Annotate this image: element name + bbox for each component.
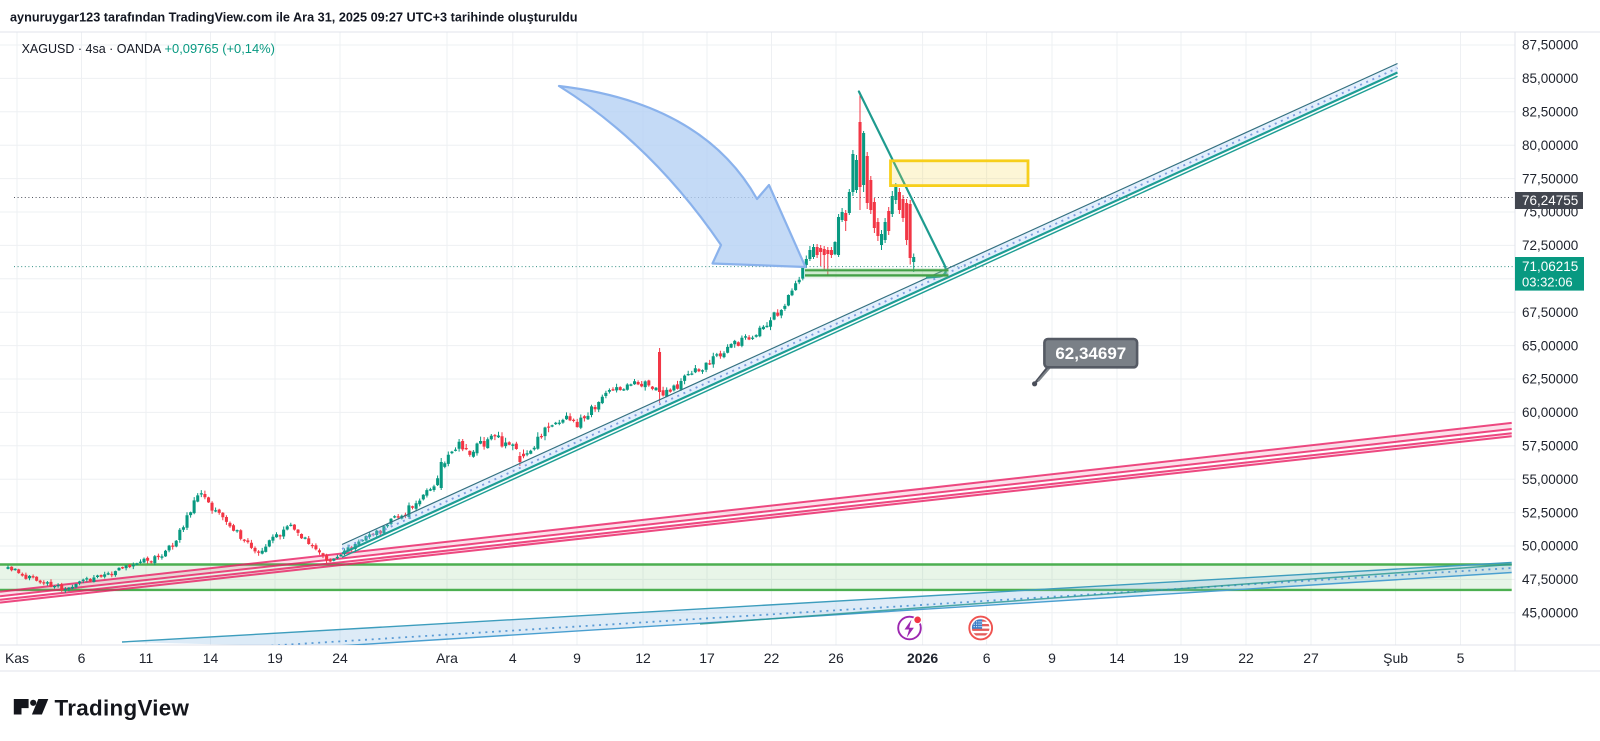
svg-text:62,34697: 62,34697 [1055,344,1126,363]
svg-text:55,00000: 55,00000 [1522,472,1578,487]
svg-text:26: 26 [828,650,844,666]
svg-text:9: 9 [1048,650,1056,666]
svg-text:14: 14 [203,650,219,666]
svg-text:72,50000: 72,50000 [1522,238,1578,253]
svg-text:03:32:06: 03:32:06 [1522,274,1573,289]
svg-text:aynuruygar123 tarafından Tradi: aynuruygar123 tarafından TradingView.com… [10,11,577,25]
svg-text:22: 22 [764,650,780,666]
svg-text:87,50000: 87,50000 [1522,38,1578,53]
svg-text:4: 4 [509,650,517,666]
svg-text:TradingView: TradingView [55,696,190,721]
svg-text:XAGUSD · 4sa · OANDA: XAGUSD · 4sa · OANDA [22,42,162,56]
svg-text:57,50000: 57,50000 [1522,439,1578,454]
svg-text:22: 22 [1238,650,1254,666]
svg-text:6: 6 [983,650,991,666]
svg-text:Ara: Ara [436,650,458,666]
svg-text:19: 19 [1173,650,1189,666]
svg-text:14: 14 [1109,650,1125,666]
svg-text:76,24755: 76,24755 [1522,193,1578,208]
svg-text:47,50000: 47,50000 [1522,572,1578,587]
svg-text:85,00000: 85,00000 [1522,71,1578,86]
svg-text:17: 17 [699,650,715,666]
svg-text:24: 24 [332,650,348,666]
svg-text:71,06215: 71,06215 [1522,259,1578,274]
svg-text:5: 5 [1457,650,1465,666]
svg-text:11: 11 [139,650,154,666]
svg-text:50,00000: 50,00000 [1522,539,1578,554]
svg-text:2026: 2026 [907,650,938,666]
svg-text:9: 9 [573,650,581,666]
svg-text:19: 19 [267,650,283,666]
svg-text:52,50000: 52,50000 [1522,505,1578,520]
svg-text:67,50000: 67,50000 [1522,305,1578,320]
svg-text:77,50000: 77,50000 [1522,171,1578,186]
svg-text:27: 27 [1303,650,1319,666]
svg-text:Şub: Şub [1383,650,1408,666]
svg-text:60,00000: 60,00000 [1522,405,1578,420]
svg-text:45,00000: 45,00000 [1522,606,1578,621]
svg-text:Kas: Kas [5,650,29,666]
svg-text:82,50000: 82,50000 [1522,105,1578,120]
svg-text:6: 6 [78,650,86,666]
svg-text:65,00000: 65,00000 [1522,338,1578,353]
svg-text:80,00000: 80,00000 [1522,138,1578,153]
svg-text:62,50000: 62,50000 [1522,372,1578,387]
svg-text:12: 12 [635,650,651,666]
svg-text:+0,09765 (+0,14%): +0,09765 (+0,14%) [165,41,275,56]
